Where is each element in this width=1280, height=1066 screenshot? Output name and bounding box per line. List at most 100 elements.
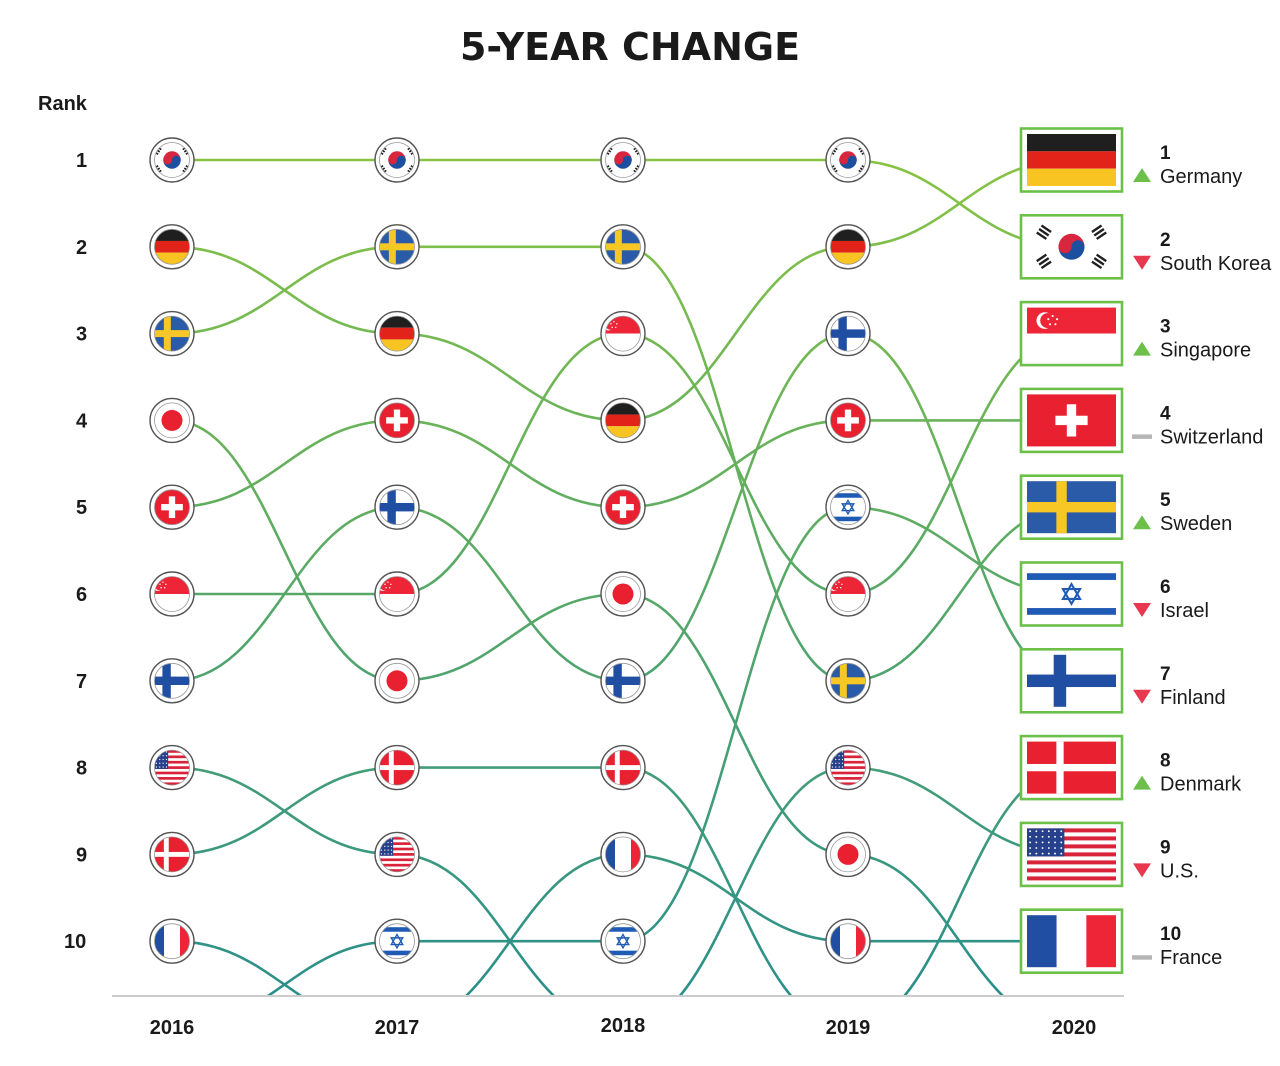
series-line-sweden bbox=[171, 245, 1072, 683]
marker-u-s-2017 bbox=[374, 831, 420, 878]
marker-denmark-2017 bbox=[374, 744, 420, 791]
marker-u-s-2019 bbox=[825, 744, 871, 791]
final-country-name: Finland bbox=[1160, 687, 1226, 709]
final-rank-number: 6 bbox=[1160, 577, 1171, 598]
final-rank-number: 4 bbox=[1160, 403, 1171, 424]
marker-france-2016 bbox=[149, 918, 195, 964]
marker-finland-2019 bbox=[825, 310, 871, 357]
final-flag-sweden bbox=[1027, 481, 1116, 534]
year-label-2016: 2016 bbox=[150, 1017, 195, 1039]
year-label-2017: 2017 bbox=[375, 1017, 420, 1039]
final-country-name: U.S. bbox=[1160, 860, 1199, 882]
final-flag-south-korea bbox=[1027, 220, 1116, 273]
marker-france-2019 bbox=[825, 918, 871, 964]
marker-finland-2016 bbox=[149, 658, 195, 704]
rank-up-icon bbox=[1133, 341, 1151, 356]
final-rank-number: 5 bbox=[1160, 490, 1171, 511]
rank-label-3: 3 bbox=[76, 324, 87, 346]
final-country-name: Israel bbox=[1160, 600, 1209, 622]
rank-label-8: 8 bbox=[76, 758, 87, 780]
rank-up-icon bbox=[1133, 775, 1151, 790]
final-rank-number: 10 bbox=[1160, 924, 1181, 945]
marker-switzerland-2019 bbox=[825, 397, 871, 444]
final-country-name: Switzerland bbox=[1160, 426, 1263, 448]
final-rank-number: 7 bbox=[1160, 664, 1171, 685]
marker-germany-2017 bbox=[374, 310, 420, 357]
marker-germany-2019 bbox=[825, 224, 871, 270]
marker-switzerland-2018 bbox=[600, 484, 646, 530]
final-rank-number: 2 bbox=[1160, 230, 1171, 251]
final-country-name: Sweden bbox=[1160, 513, 1232, 535]
final-rank-number: 9 bbox=[1160, 837, 1171, 858]
final-flag-switzerland bbox=[1027, 394, 1116, 447]
marker-finland-2017 bbox=[374, 484, 420, 530]
marker-germany-2018 bbox=[600, 397, 646, 444]
marker-denmark-2016 bbox=[149, 831, 195, 878]
final-flag-u-s bbox=[1027, 828, 1116, 881]
marker-sweden-2016 bbox=[149, 310, 195, 357]
marker-france-2018 bbox=[600, 831, 646, 878]
marker-u-s-2016 bbox=[149, 744, 195, 791]
marker-singapore-2019 bbox=[825, 571, 871, 617]
year-label-2018: 2018 bbox=[601, 1015, 646, 1037]
rank-label-2: 2 bbox=[76, 237, 87, 259]
rank-labels: 1 2 3 4 5 6 7 8 9 10 bbox=[64, 150, 88, 953]
marker-switzerland-2017 bbox=[374, 397, 420, 444]
series-line-singapore bbox=[172, 332, 1072, 596]
chart-title: 5-YEAR CHANGE bbox=[460, 25, 800, 69]
rank-same-icon bbox=[1132, 434, 1152, 439]
series-line-finland bbox=[171, 332, 1072, 683]
marker-south-korea-2019 bbox=[825, 137, 871, 183]
marker-sweden-2018 bbox=[600, 224, 646, 270]
final-rank-number: 1 bbox=[1160, 143, 1171, 164]
final-country-name: Singapore bbox=[1160, 340, 1251, 362]
year-label-2019: 2019 bbox=[826, 1017, 871, 1039]
rank-down-icon bbox=[1133, 603, 1151, 617]
marker-south-korea-2016 bbox=[149, 137, 195, 183]
marker-south-korea-2018 bbox=[600, 137, 646, 183]
series-line-denmark bbox=[171, 766, 1072, 995]
final-flag-singapore bbox=[1027, 307, 1116, 360]
final-country-name: South Korea bbox=[1160, 253, 1272, 275]
year-label-2020: 2020 bbox=[1052, 1017, 1097, 1039]
rank-down-icon bbox=[1133, 863, 1151, 878]
marker-israel-2017 bbox=[374, 918, 420, 964]
final-rank-number: 8 bbox=[1160, 751, 1171, 772]
final-country-name: Germany bbox=[1160, 166, 1242, 188]
final-entry-u-s: 9U.S. bbox=[1019, 821, 1199, 888]
marker-denmark-2018 bbox=[600, 744, 646, 791]
rank-label-6: 6 bbox=[76, 584, 87, 606]
rank-up-icon bbox=[1133, 515, 1151, 530]
marker-south-korea-2017 bbox=[374, 137, 420, 183]
rank-label-4: 4 bbox=[76, 410, 88, 432]
series-line-israel bbox=[267, 505, 1072, 995]
series-line-germany bbox=[171, 158, 1072, 422]
rank-label-10: 10 bbox=[64, 931, 86, 953]
marker-finland-2018 bbox=[600, 658, 646, 704]
marker-japan-2017 bbox=[374, 658, 420, 704]
marker-israel-2019 bbox=[825, 484, 871, 530]
y-axis-label: Rank bbox=[38, 93, 88, 115]
year-labels: 2016 2017 2018 2019 2020 bbox=[150, 1015, 1097, 1039]
series-line-u-s bbox=[171, 766, 1072, 995]
marker-sweden-2017 bbox=[374, 224, 420, 270]
final-country-name: France bbox=[1160, 947, 1222, 969]
rank-label-9: 9 bbox=[76, 844, 87, 866]
rank-down-icon bbox=[1133, 689, 1151, 704]
final-flag-finland bbox=[1027, 654, 1116, 707]
final-flag-israel bbox=[1027, 568, 1116, 620]
marker-switzerland-2016 bbox=[149, 484, 195, 530]
rank-label-5: 5 bbox=[76, 497, 87, 519]
marker-singapore-2017 bbox=[374, 571, 420, 617]
marker-japan-2018 bbox=[600, 571, 646, 617]
